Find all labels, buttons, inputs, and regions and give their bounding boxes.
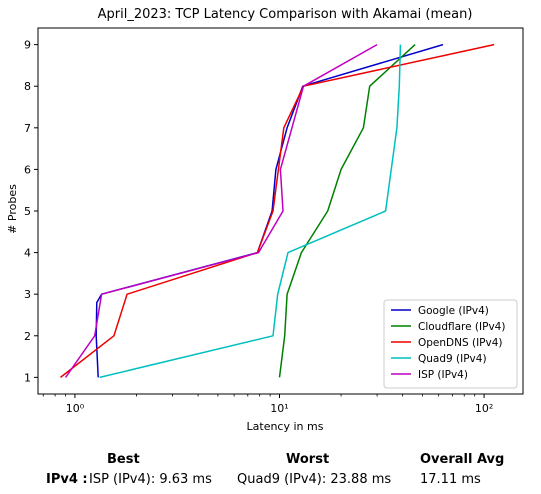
series-line-2	[278, 44, 416, 378]
y-tick-label: 1	[24, 371, 31, 384]
series-line-4	[99, 44, 402, 379]
series-line-3	[60, 43, 495, 378]
y-tick-label: 9	[24, 39, 31, 52]
y-tick-label: 5	[24, 205, 31, 218]
x-tick-label: 10⁰	[66, 402, 85, 415]
y-tick-label: 7	[24, 122, 31, 135]
summary-avg-header: Overall Avg	[420, 452, 505, 467]
summary-best-value: ISP (IPv4): 9.63 ms	[89, 472, 212, 487]
summary-worst-header: Worst	[286, 452, 330, 467]
series-line-5	[64, 43, 378, 378]
chart-title: April_2023: TCP Latency Comparison with …	[98, 7, 473, 22]
x-tick-label: 10²	[475, 402, 493, 415]
legend-entry: Google (IPv4)	[418, 305, 489, 317]
legend-box	[383, 299, 518, 389]
y-axis-label: # Probes	[6, 184, 19, 234]
y-tick-label: 8	[24, 80, 31, 93]
x-tick-label: 10¹	[270, 402, 288, 415]
legend-entry: ISP (IPv4)	[418, 369, 468, 381]
summary-best-header: Best	[107, 452, 140, 467]
y-tick-label: 2	[24, 330, 31, 343]
summary-worst-value: Quad9 (IPv4): 23.88 ms	[237, 472, 392, 487]
y-tick-label: 4	[24, 247, 31, 260]
y-tick-label: 3	[24, 288, 31, 301]
legend-entry: Quad9 (IPv4)	[418, 353, 487, 365]
x-axis-label: Latency in ms	[247, 420, 324, 433]
legend-entry: Cloudflare (IPv4)	[418, 321, 505, 333]
legend-entry: OpenDNS (IPv4)	[418, 337, 503, 349]
summary-row-label: IPv4 :	[46, 472, 88, 487]
y-tick-label: 6	[24, 163, 31, 176]
summary-avg-value: 17.11 ms	[420, 472, 481, 487]
